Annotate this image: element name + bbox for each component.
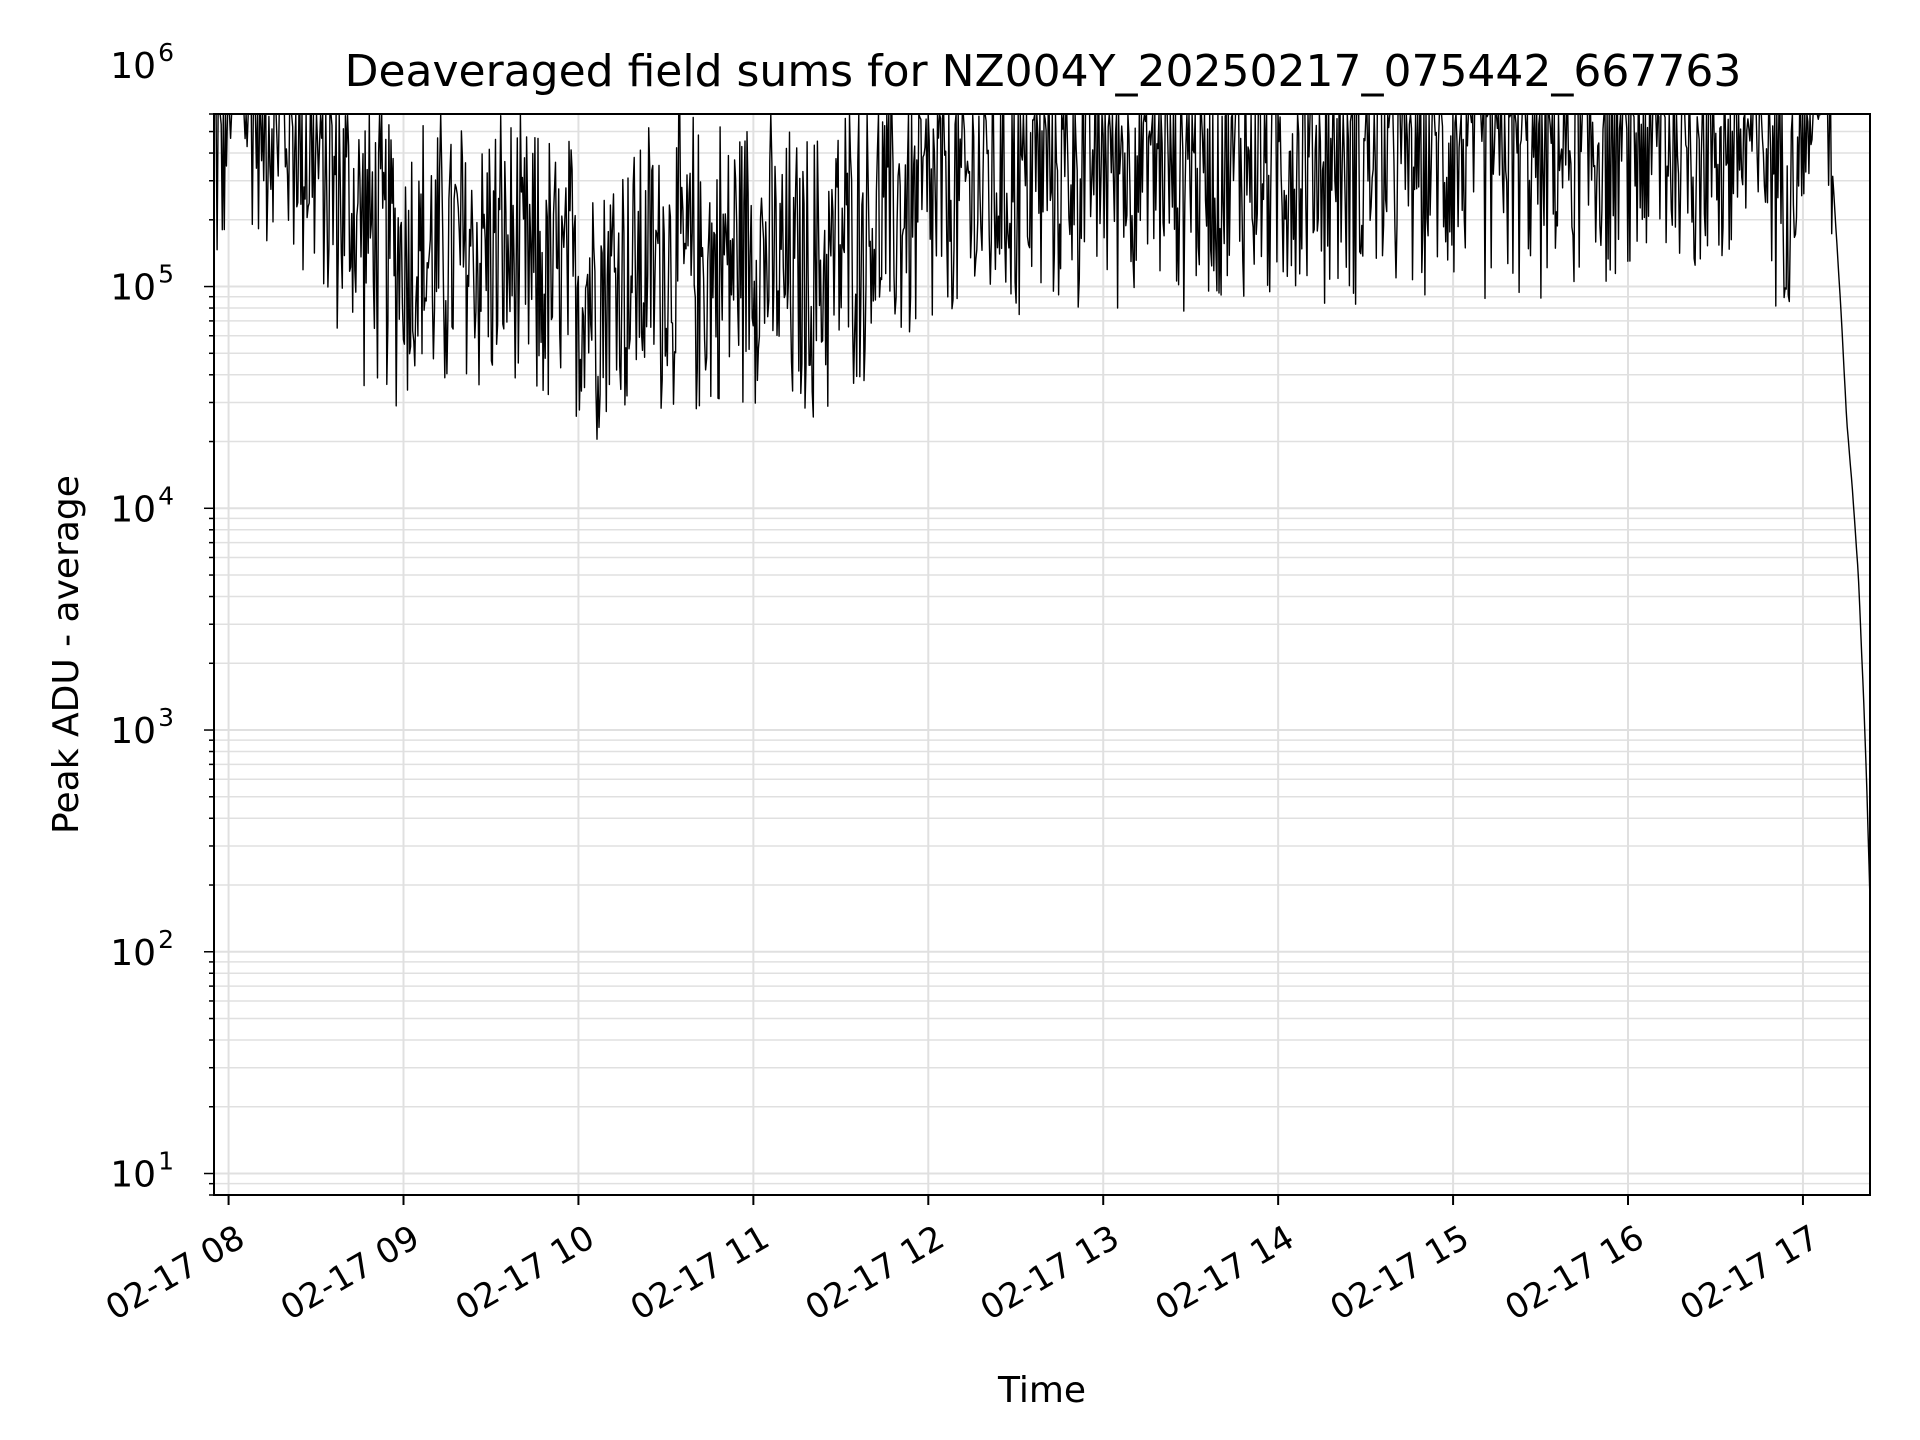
y-tick-label: 10 [110, 46, 156, 87]
data-series-line [214, 113, 1871, 901]
y-tick-label: 10 [110, 1155, 156, 1196]
y-tick-exponent: 3 [158, 703, 174, 732]
y-tick-exponent: 2 [158, 925, 174, 954]
data-layer [214, 113, 1871, 901]
plot-frame [213, 113, 1871, 1196]
y-tick-exponent: 6 [158, 38, 174, 67]
y-axis-label: Peak ADU - average [46, 475, 87, 834]
y-tick-label: 10 [110, 268, 156, 309]
y-tick-label: 10 [110, 711, 156, 752]
y-tick-exponent: 5 [158, 260, 174, 289]
x-axis-label: Time [997, 1370, 1086, 1411]
y-tick-exponent: 1 [158, 1147, 174, 1176]
y-tick-label: 10 [110, 489, 156, 530]
chart-title: Deaveraged field sums for NZ004Y_2025021… [345, 46, 1742, 97]
y-tick-label: 10 [110, 933, 156, 974]
y-tick-exponent: 4 [158, 481, 174, 510]
